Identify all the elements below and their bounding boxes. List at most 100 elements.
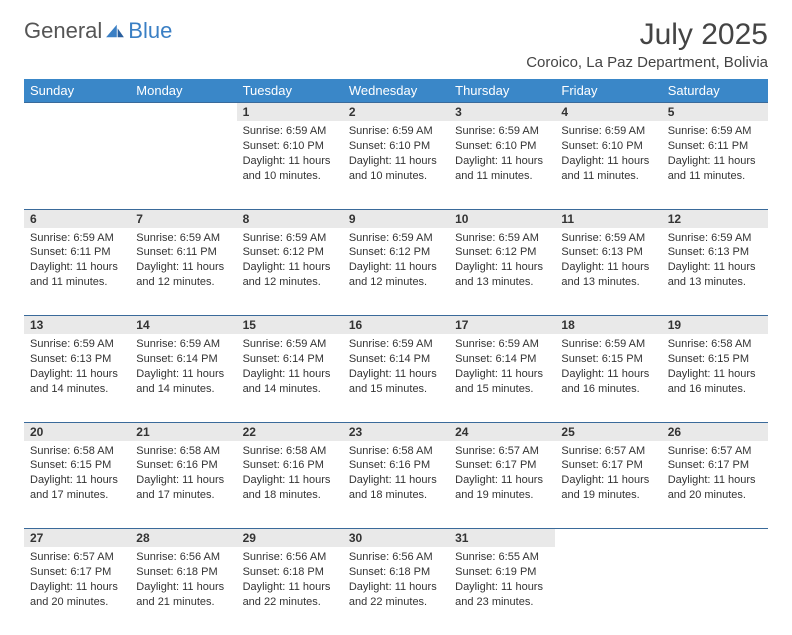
sunrise-text: Sunrise: 6:58 AM <box>668 337 762 352</box>
d1-text: Daylight: 11 hours <box>349 260 443 275</box>
sunrise-text: Sunrise: 6:59 AM <box>243 337 337 352</box>
day-detail-cell: Sunrise: 6:59 AMSunset: 6:14 PMDaylight:… <box>130 334 236 422</box>
d1-text: Daylight: 11 hours <box>30 260 124 275</box>
sunset-text: Sunset: 6:12 PM <box>455 245 549 260</box>
d1-text: Daylight: 11 hours <box>561 260 655 275</box>
day-detail-cell: Sunrise: 6:59 AMSunset: 6:14 PMDaylight:… <box>237 334 343 422</box>
day-detail-cell: Sunrise: 6:56 AMSunset: 6:18 PMDaylight:… <box>130 547 236 635</box>
sunrise-text: Sunrise: 6:59 AM <box>455 337 549 352</box>
sunset-text: Sunset: 6:12 PM <box>349 245 443 260</box>
day-detail: Sunrise: 6:59 AMSunset: 6:13 PMDaylight:… <box>24 334 130 404</box>
sunrise-text: Sunrise: 6:59 AM <box>561 124 655 139</box>
day-number-cell <box>24 103 130 122</box>
day-detail-cell: Sunrise: 6:59 AMSunset: 6:11 PMDaylight:… <box>662 121 768 209</box>
d2-text: and 11 minutes. <box>30 275 124 290</box>
sunrise-text: Sunrise: 6:57 AM <box>30 550 124 565</box>
day-detail-cell: Sunrise: 6:59 AMSunset: 6:11 PMDaylight:… <box>130 228 236 316</box>
d2-text: and 12 minutes. <box>349 275 443 290</box>
d1-text: Daylight: 11 hours <box>30 580 124 595</box>
d1-text: Daylight: 11 hours <box>243 367 337 382</box>
day-detail: Sunrise: 6:59 AMSunset: 6:11 PMDaylight:… <box>24 228 130 298</box>
sunset-text: Sunset: 6:12 PM <box>243 245 337 260</box>
sunrise-text: Sunrise: 6:59 AM <box>349 337 443 352</box>
sunrise-text: Sunrise: 6:59 AM <box>243 231 337 246</box>
day-number-cell: 26 <box>662 422 768 441</box>
day-number-cell: 8 <box>237 209 343 228</box>
sunset-text: Sunset: 6:17 PM <box>561 458 655 473</box>
d1-text: Daylight: 11 hours <box>561 473 655 488</box>
sunrise-text: Sunrise: 6:58 AM <box>349 444 443 459</box>
sunset-text: Sunset: 6:10 PM <box>349 139 443 154</box>
day-detail: Sunrise: 6:59 AMSunset: 6:14 PMDaylight:… <box>237 334 343 404</box>
brand-blue: Blue <box>128 18 172 44</box>
d1-text: Daylight: 11 hours <box>136 260 230 275</box>
d2-text: and 23 minutes. <box>455 595 549 610</box>
day-number-cell: 10 <box>449 209 555 228</box>
day-detail: Sunrise: 6:57 AMSunset: 6:17 PMDaylight:… <box>449 441 555 511</box>
sunset-text: Sunset: 6:10 PM <box>561 139 655 154</box>
d1-text: Daylight: 11 hours <box>668 367 762 382</box>
sunset-text: Sunset: 6:17 PM <box>668 458 762 473</box>
d2-text: and 22 minutes. <box>243 595 337 610</box>
day-number-cell: 12 <box>662 209 768 228</box>
day-detail: Sunrise: 6:56 AMSunset: 6:18 PMDaylight:… <box>343 547 449 617</box>
d1-text: Daylight: 11 hours <box>561 154 655 169</box>
day-detail-cell: Sunrise: 6:59 AMSunset: 6:11 PMDaylight:… <box>24 228 130 316</box>
sunset-text: Sunset: 6:11 PM <box>30 245 124 260</box>
d2-text: and 12 minutes. <box>243 275 337 290</box>
d1-text: Daylight: 11 hours <box>349 154 443 169</box>
day-detail: Sunrise: 6:57 AMSunset: 6:17 PMDaylight:… <box>24 547 130 617</box>
sunset-text: Sunset: 6:11 PM <box>136 245 230 260</box>
d2-text: and 15 minutes. <box>349 382 443 397</box>
sunset-text: Sunset: 6:15 PM <box>561 352 655 367</box>
brand-general: General <box>24 18 102 44</box>
d1-text: Daylight: 11 hours <box>455 473 549 488</box>
day-detail: Sunrise: 6:59 AMSunset: 6:14 PMDaylight:… <box>449 334 555 404</box>
day-number-cell: 28 <box>130 529 236 548</box>
d1-text: Daylight: 11 hours <box>668 473 762 488</box>
d1-text: Daylight: 11 hours <box>349 580 443 595</box>
day-detail-cell: Sunrise: 6:59 AMSunset: 6:12 PMDaylight:… <box>237 228 343 316</box>
d1-text: Daylight: 11 hours <box>561 367 655 382</box>
d2-text: and 13 minutes. <box>668 275 762 290</box>
day-detail: Sunrise: 6:59 AMSunset: 6:13 PMDaylight:… <box>555 228 661 298</box>
d2-text: and 19 minutes. <box>561 488 655 503</box>
d2-text: and 17 minutes. <box>136 488 230 503</box>
sunrise-text: Sunrise: 6:58 AM <box>30 444 124 459</box>
weekday-header-row: Sunday Monday Tuesday Wednesday Thursday… <box>24 79 768 103</box>
d2-text: and 11 minutes. <box>561 169 655 184</box>
day-detail-cell: Sunrise: 6:58 AMSunset: 6:16 PMDaylight:… <box>237 441 343 529</box>
day-detail: Sunrise: 6:58 AMSunset: 6:15 PMDaylight:… <box>662 334 768 404</box>
d2-text: and 19 minutes. <box>455 488 549 503</box>
d2-text: and 13 minutes. <box>561 275 655 290</box>
day-detail-cell: Sunrise: 6:58 AMSunset: 6:16 PMDaylight:… <box>343 441 449 529</box>
day-detail-cell: Sunrise: 6:59 AMSunset: 6:13 PMDaylight:… <box>555 228 661 316</box>
sunrise-text: Sunrise: 6:57 AM <box>561 444 655 459</box>
title-block: July 2025 Coroico, La Paz Department, Bo… <box>526 18 768 71</box>
weekday-heading: Monday <box>130 79 236 103</box>
day-detail: Sunrise: 6:58 AMSunset: 6:16 PMDaylight:… <box>343 441 449 511</box>
day-detail: Sunrise: 6:55 AMSunset: 6:19 PMDaylight:… <box>449 547 555 617</box>
day-number-cell: 21 <box>130 422 236 441</box>
sunrise-text: Sunrise: 6:58 AM <box>243 444 337 459</box>
weekday-heading: Wednesday <box>343 79 449 103</box>
sunset-text: Sunset: 6:19 PM <box>455 565 549 580</box>
sail-icon <box>104 23 126 39</box>
day-number-cell: 18 <box>555 316 661 335</box>
sunset-text: Sunset: 6:14 PM <box>136 352 230 367</box>
day-number-cell: 4 <box>555 103 661 122</box>
d1-text: Daylight: 11 hours <box>243 473 337 488</box>
day-number-cell: 27 <box>24 529 130 548</box>
day-number-cell: 17 <box>449 316 555 335</box>
week-detail-row: Sunrise: 6:59 AMSunset: 6:11 PMDaylight:… <box>24 228 768 316</box>
sunset-text: Sunset: 6:16 PM <box>349 458 443 473</box>
day-number-cell: 15 <box>237 316 343 335</box>
day-detail: Sunrise: 6:58 AMSunset: 6:16 PMDaylight:… <box>237 441 343 511</box>
sunrise-text: Sunrise: 6:59 AM <box>561 231 655 246</box>
d1-text: Daylight: 11 hours <box>243 154 337 169</box>
weekday-heading: Saturday <box>662 79 768 103</box>
sunrise-text: Sunrise: 6:59 AM <box>349 231 443 246</box>
day-number-cell: 24 <box>449 422 555 441</box>
day-detail-cell: Sunrise: 6:59 AMSunset: 6:12 PMDaylight:… <box>449 228 555 316</box>
d1-text: Daylight: 11 hours <box>455 260 549 275</box>
